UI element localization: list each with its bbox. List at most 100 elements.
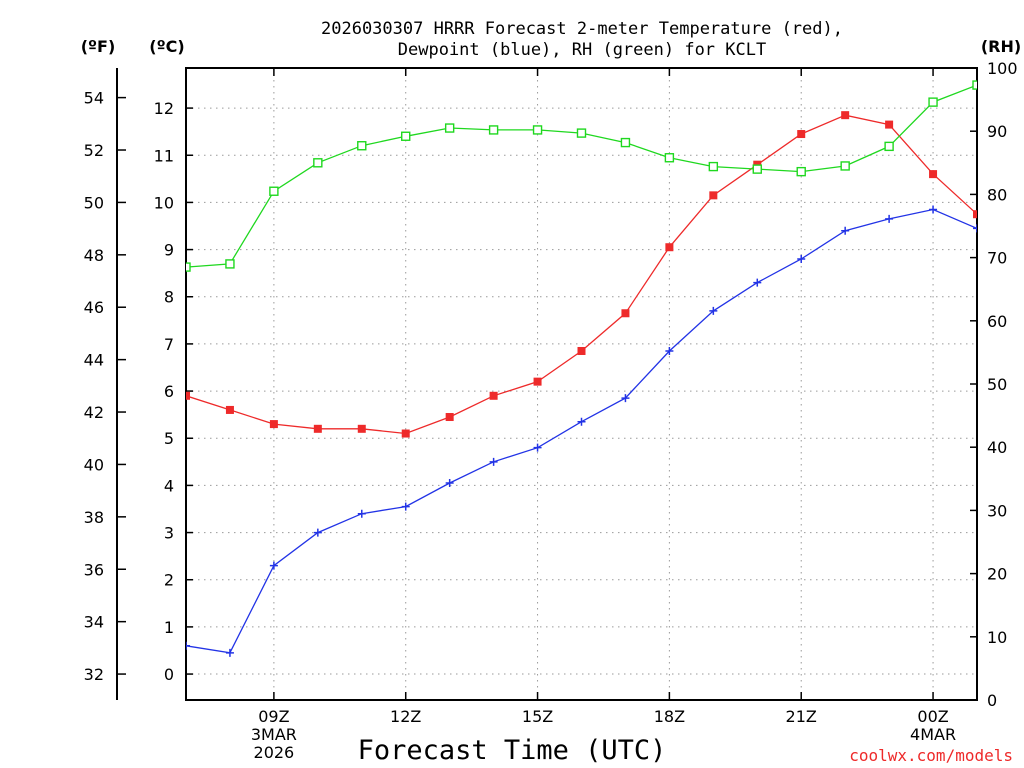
rh-tick-label: 40 xyxy=(987,438,1007,457)
series xyxy=(186,80,977,657)
fahrenheit-tick-label: 36 xyxy=(84,560,104,579)
temperature-point xyxy=(665,243,674,252)
rh-point xyxy=(488,125,499,135)
fahrenheit-tick-label: 34 xyxy=(84,613,104,632)
celsius-tick-label: 8 xyxy=(164,288,174,307)
celsius-tick-label: 5 xyxy=(164,429,174,448)
fahrenheit-tick-label: 42 xyxy=(84,403,104,422)
dewpoint-point xyxy=(929,205,938,214)
rh-tick-label: 100 xyxy=(987,59,1018,78)
rh-point xyxy=(186,262,191,272)
rh-tick-label: 60 xyxy=(987,312,1007,331)
x-tick-label: 09Z xyxy=(258,707,289,726)
x-tick-label: 21Z xyxy=(786,707,817,726)
temperature-point xyxy=(313,424,322,433)
temperature-point xyxy=(577,346,586,355)
temperature-point xyxy=(929,170,938,179)
dewpoint-line xyxy=(186,208,977,654)
x-tick-label: 12Z xyxy=(390,707,421,726)
dewpoint-point xyxy=(225,648,234,657)
fahrenheit-tick-label: 52 xyxy=(84,141,104,160)
dewpoint-point xyxy=(665,346,674,355)
fahrenheit-tick-label: 44 xyxy=(84,351,104,370)
dewpoint-point xyxy=(973,224,977,233)
rh-point xyxy=(884,141,894,152)
temperature-point xyxy=(489,391,498,400)
dewpoint-point xyxy=(357,509,366,518)
temperature-point xyxy=(709,191,718,200)
celsius-tick-label: 1 xyxy=(164,618,174,637)
celsius-tick-label: 10 xyxy=(154,193,174,212)
x-tick-label: 15Z xyxy=(522,707,553,726)
rh-tick-label: 80 xyxy=(987,185,1007,204)
celsius-tick-label: 4 xyxy=(164,476,174,495)
dewpoint-point xyxy=(445,479,454,488)
rh-point xyxy=(620,137,631,148)
x-tick-label: 2026 xyxy=(254,743,295,762)
temperature-point xyxy=(841,111,850,120)
dewpoint-point xyxy=(797,255,806,264)
fahrenheit-tick-label: 40 xyxy=(84,455,104,474)
dewpoint-point xyxy=(489,457,498,466)
temperature-point xyxy=(621,309,630,318)
rh-tick-label: 90 xyxy=(987,122,1007,141)
rh-tick-label: 0 xyxy=(987,691,997,710)
dewpoint-point xyxy=(313,528,322,537)
temperature-point xyxy=(186,391,190,400)
rh-point xyxy=(796,166,806,177)
rh-point xyxy=(752,164,762,174)
fahrenheit-tick-label: 38 xyxy=(84,508,104,527)
celsius-tick-label: 7 xyxy=(164,335,174,354)
celsius-tick-label: 11 xyxy=(154,146,174,165)
celsius-tick-label: 6 xyxy=(164,382,174,401)
temperature-point xyxy=(225,405,234,414)
temperature-point xyxy=(797,130,806,139)
x-tick-label: 18Z xyxy=(654,707,685,726)
dewpoint-point xyxy=(841,226,850,235)
fahrenheit-tick-label: 48 xyxy=(84,246,104,265)
dewpoint-point xyxy=(621,394,630,403)
x-tick-label: 3MAR xyxy=(251,725,297,744)
rh-tick-label: 20 xyxy=(987,565,1007,584)
fahrenheit-tick-label: 32 xyxy=(84,665,104,684)
celsius-tick-label: 12 xyxy=(154,99,174,118)
chart-title-line1: 2026030307 HRRR Forecast 2-meter Tempera… xyxy=(321,19,843,39)
chart-title-line2: Dewpoint (blue), RH (green) for KCLT xyxy=(398,40,766,60)
plot-frame xyxy=(185,67,978,701)
dewpoint-point xyxy=(186,641,190,650)
rh-tick-label: 70 xyxy=(987,249,1007,268)
dewpoint-point xyxy=(709,306,718,315)
fahrenheit-tick-label: 54 xyxy=(84,89,104,108)
rh-point xyxy=(444,123,455,133)
rh-point xyxy=(225,259,235,269)
grid xyxy=(186,68,977,700)
temperature-point xyxy=(445,413,454,422)
rh-line xyxy=(186,84,977,268)
celsius-tick-label: 0 xyxy=(164,665,174,684)
fahrenheit-tick-label: 50 xyxy=(84,193,104,212)
temperature-line xyxy=(186,114,977,435)
x-tick-label: 4MAR xyxy=(910,725,956,744)
dewpoint-point xyxy=(401,502,410,511)
rh-point xyxy=(972,80,977,90)
rh-point xyxy=(532,125,543,135)
rh-point xyxy=(401,131,411,141)
rh-point xyxy=(708,161,719,172)
dewpoint-point xyxy=(533,443,542,452)
temperature-point xyxy=(357,424,366,433)
rh-point xyxy=(664,153,675,163)
rh-point xyxy=(928,97,938,107)
celsius-tick-label: 9 xyxy=(164,241,174,260)
rh-point xyxy=(269,186,279,196)
rh-point xyxy=(357,141,367,151)
credit-text: coolwx.com/models xyxy=(849,746,1013,765)
fahrenheit-tick-label: 46 xyxy=(84,298,104,317)
rh-point xyxy=(576,128,587,138)
dewpoint-point xyxy=(885,214,894,223)
axes: 0123456789101112323436384042444648505254… xyxy=(84,59,1018,762)
temperature-point xyxy=(533,377,542,386)
dewpoint-point xyxy=(269,561,278,570)
rh-point xyxy=(840,161,850,171)
celsius-unit-label: (ºC) xyxy=(149,37,184,56)
